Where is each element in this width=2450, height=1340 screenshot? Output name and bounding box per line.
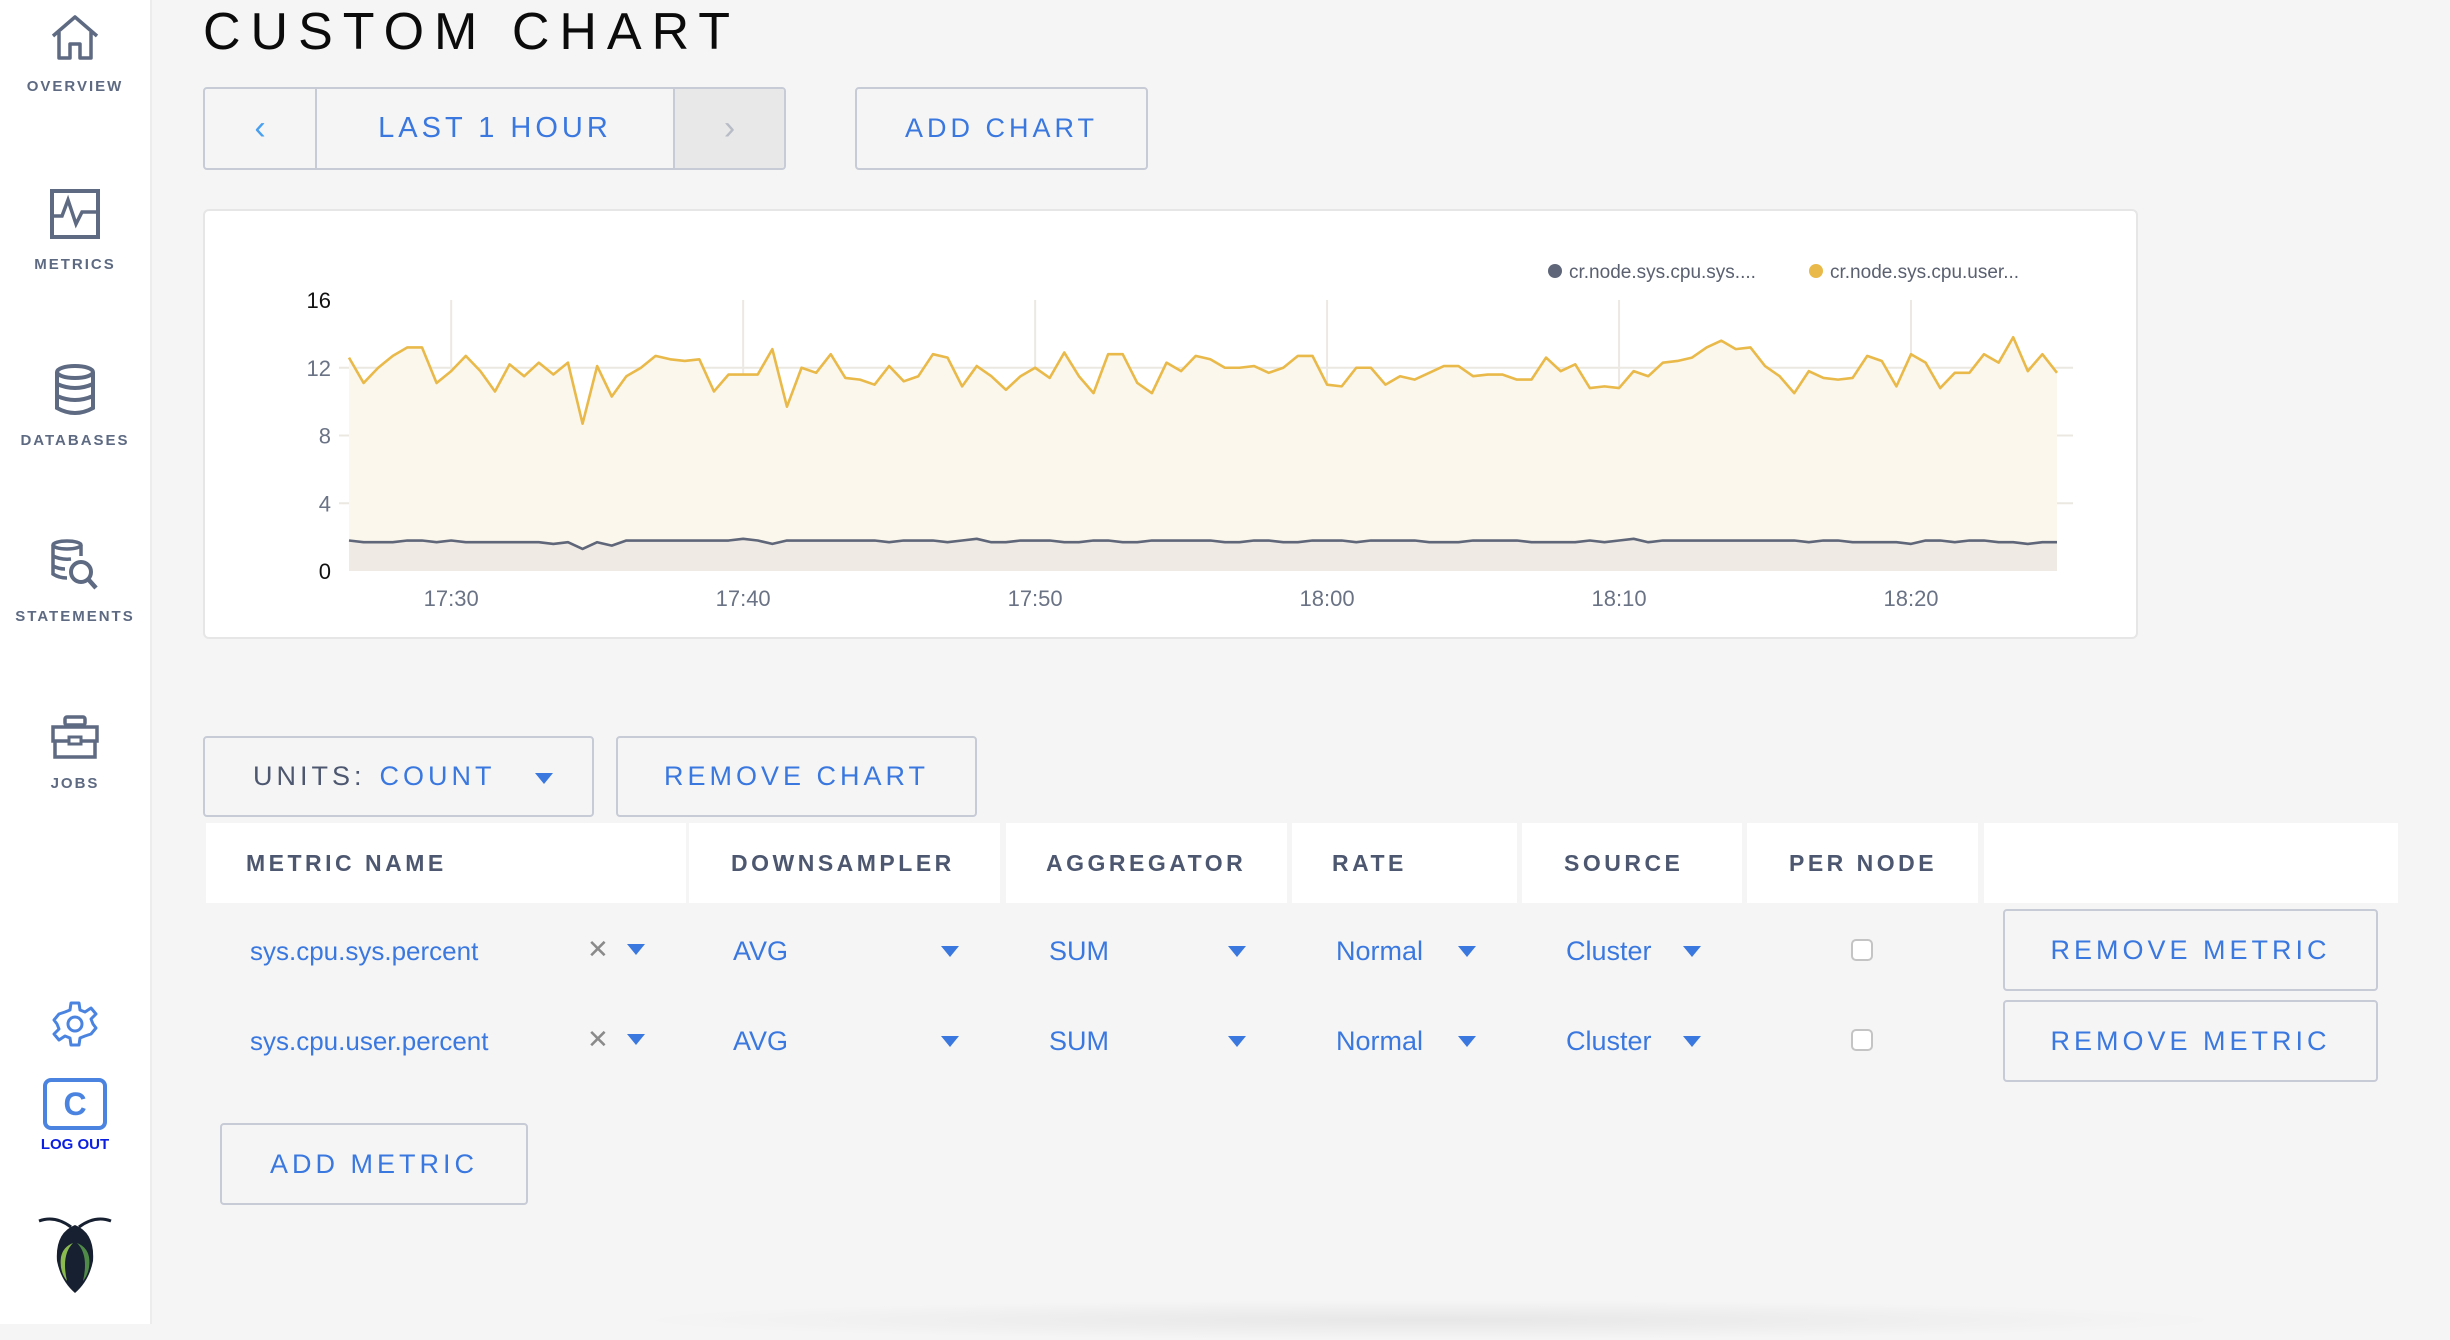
downsampler-select[interactable]: AVG (733, 929, 788, 973)
y-tick-label: 8 (319, 424, 331, 449)
column-header-per-node: PER NODE (1747, 823, 1978, 903)
sidebar-item-overview[interactable]: OVERVIEW (0, 14, 150, 95)
per-node-checkbox[interactable] (1851, 939, 1873, 961)
briefcase-icon (49, 715, 101, 759)
caret-down-icon[interactable] (941, 946, 959, 957)
sidebar-item-label: OVERVIEW (0, 78, 150, 95)
time-range-selector: ‹ LAST 1 HOUR › (203, 87, 786, 170)
add-chart-button[interactable]: ADD CHART (855, 87, 1148, 170)
sidebar-item-label: JOBS (0, 775, 150, 792)
column-header-aggregator: AGGREGATOR (1006, 823, 1287, 903)
per-node-checkbox[interactable] (1851, 1029, 1873, 1051)
column-header-label: PER NODE (1789, 850, 1937, 877)
column-header-label: AGGREGATOR (1046, 850, 1246, 877)
y-tick-label: 12 (307, 356, 331, 381)
units-value: COUNT (380, 761, 496, 792)
sidebar-item-label: STATEMENTS (0, 608, 150, 625)
page-bottom-shadow (620, 1300, 2240, 1340)
units-dropdown[interactable]: UNITS: COUNT (203, 736, 594, 817)
metrics-icon (49, 188, 101, 240)
x-tick-label: 17:30 (424, 586, 479, 611)
user-avatar: C (43, 1078, 107, 1130)
page-title: CUSTOM CHART (203, 2, 740, 62)
add-metric-button[interactable]: ADD METRIC (220, 1123, 528, 1205)
chart-card: 0 4 8 12 16 17:30 17:40 17:50 18:00 18:10 18:20 cr.… (203, 209, 2138, 639)
aggregator-select[interactable]: SUM (1049, 929, 1109, 973)
source-select[interactable]: Cluster (1566, 929, 1652, 973)
legend-label: cr.node.sys.cpu.user... (1830, 262, 2019, 283)
caret-down-icon[interactable] (1228, 1036, 1246, 1047)
rate-select[interactable]: Normal (1336, 929, 1423, 973)
column-header-source: SOURCE (1522, 823, 1742, 903)
column-header-label: RATE (1332, 850, 1407, 877)
clear-metric-icon[interactable]: ✕ (587, 1024, 609, 1055)
column-header-rate: RATE (1292, 823, 1517, 903)
y-tick-label: 16 (307, 288, 331, 313)
remove-metric-button[interactable]: REMOVE METRIC (2003, 909, 2378, 991)
y-tick-label: 4 (319, 491, 331, 516)
cockroach-logo-icon (35, 1215, 115, 1295)
units-label: UNITS: (253, 761, 366, 792)
metric-name-select[interactable]: sys.cpu.user.percent (250, 1019, 488, 1063)
caret-down-icon[interactable] (1228, 946, 1246, 957)
chevron-left-icon: ‹ (254, 109, 265, 148)
remove-metric-button[interactable]: REMOVE METRIC (2003, 1000, 2378, 1082)
clear-metric-icon[interactable]: ✕ (587, 934, 609, 965)
caret-down-icon[interactable] (627, 1034, 645, 1045)
settings-button[interactable] (0, 1000, 150, 1048)
aggregator-select[interactable]: SUM (1049, 1019, 1109, 1063)
caret-down-icon[interactable] (1458, 1036, 1476, 1047)
sidebar-item-statements[interactable]: STATEMENTS (0, 538, 150, 625)
next-range-button[interactable]: › (675, 89, 784, 168)
column-header-downsampler: DOWNSAMPLER (689, 823, 1000, 903)
sidebar-item-databases[interactable]: DATABASES (0, 364, 150, 449)
source-select[interactable]: Cluster (1566, 1019, 1652, 1063)
sidebar-item-label: METRICS (0, 256, 150, 273)
column-header-actions (1984, 823, 2398, 903)
column-header-label: METRIC NAME (246, 850, 447, 877)
sidebar-item-label: DATABASES (0, 432, 150, 449)
x-tick-label: 18:00 (1300, 586, 1355, 611)
sidebar: OVERVIEW METRICS DATABASES STATEMENTS JO… (0, 0, 152, 1324)
caret-down-icon[interactable] (1683, 946, 1701, 957)
home-icon (49, 14, 101, 62)
legend-label: cr.node.sys.cpu.sys.... (1569, 262, 1756, 283)
sidebar-item-jobs[interactable]: JOBS (0, 715, 150, 792)
sidebar-item-metrics[interactable]: METRICS (0, 188, 150, 273)
gear-icon (51, 1000, 99, 1048)
x-tick-label: 18:10 (1592, 586, 1647, 611)
caret-down-icon[interactable] (627, 944, 645, 955)
cockroach-logo (0, 1215, 150, 1295)
x-tick-label: 18:20 (1883, 586, 1938, 611)
previous-range-button[interactable]: ‹ (205, 89, 317, 168)
database-icon (53, 364, 97, 416)
rate-select[interactable]: Normal (1336, 1019, 1423, 1063)
caret-down-icon[interactable] (1458, 946, 1476, 957)
metric-name-select[interactable]: sys.cpu.sys.percent (250, 929, 478, 973)
caret-down-icon[interactable] (1683, 1036, 1701, 1047)
line-chart: 0 4 8 12 16 17:30 17:40 17:50 18:00 18:10 18:20 cr.… (205, 211, 2140, 641)
statements-icon (49, 538, 101, 592)
downsampler-select[interactable]: AVG (733, 1019, 788, 1063)
column-header-metric-name: METRIC NAME (206, 823, 686, 903)
chevron-right-icon: › (724, 109, 735, 148)
x-tick-label: 17:40 (716, 586, 771, 611)
time-range-dropdown[interactable]: LAST 1 HOUR (317, 89, 675, 168)
legend-marker (1809, 264, 1823, 278)
y-tick-label: 0 (319, 559, 331, 584)
logout-button[interactable]: C LOG OUT (0, 1078, 150, 1153)
column-header-label: DOWNSAMPLER (731, 850, 955, 877)
caret-down-icon (535, 773, 553, 784)
caret-down-icon[interactable] (941, 1036, 959, 1047)
remove-chart-button[interactable]: REMOVE CHART (616, 736, 977, 817)
logout-label: LOG OUT (0, 1136, 150, 1153)
column-header-label: SOURCE (1564, 850, 1683, 877)
legend-marker (1548, 264, 1562, 278)
x-tick-label: 17:50 (1008, 586, 1063, 611)
series-area-1 (349, 337, 2057, 571)
